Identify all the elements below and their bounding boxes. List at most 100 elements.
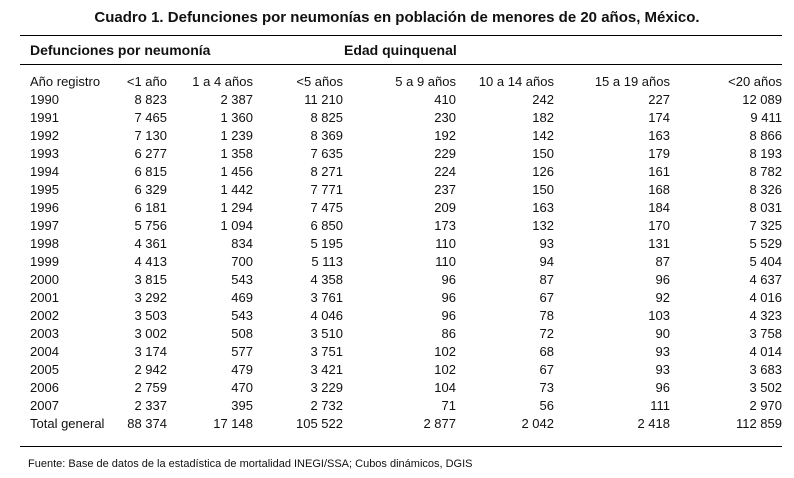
table-row: 2000 3 815 543 4 358 96 87 96 4 637: [20, 271, 782, 289]
table-cell: 6 850: [310, 218, 343, 233]
table-row: 1993 6 277 1 358 7 635 229 150 179 8 193: [20, 145, 782, 163]
table-cell: 577: [231, 344, 253, 359]
group-header-left: Defunciones por neumonía: [30, 42, 211, 58]
table-cell: 470: [231, 380, 253, 395]
table-cell: 5 529: [749, 236, 782, 251]
table-cell: 479: [231, 362, 253, 377]
table-cell: 96: [655, 272, 670, 287]
table-cell: 8 823: [134, 92, 167, 107]
table-cell: 3 758: [749, 326, 782, 341]
row-label: 1995: [30, 182, 59, 197]
table-cell: 103: [648, 308, 670, 323]
source-note: Fuente: Base de datos de la estadística …: [28, 458, 473, 470]
table-cell: 11 210: [304, 92, 343, 107]
table-cell: 78: [539, 308, 554, 323]
table-row: 2004 3 174 577 3 751 102 68 93 4 014: [20, 343, 782, 361]
table-cell: 3 421: [310, 362, 343, 377]
table-cell: 8 193: [749, 146, 782, 161]
table-row: 1990 8 823 2 387 11 210 410 242 227 12 089: [20, 91, 782, 109]
table-cell: 4 323: [749, 308, 782, 323]
top-rule: [20, 35, 782, 36]
table-cell: 543: [231, 308, 253, 323]
table-row: 1996 6 181 1 294 7 475 209 163 184 8 031: [20, 199, 782, 217]
table-cell: 173: [434, 218, 456, 233]
table-cell: 67: [539, 290, 554, 305]
table-cell: 68: [539, 344, 554, 359]
table-cell: 224: [434, 164, 456, 179]
table-cell: 2 732: [310, 398, 343, 413]
row-label: 1994: [30, 164, 59, 179]
table-cell: 4 637: [749, 272, 782, 287]
table-cell: 17 148: [213, 416, 253, 431]
table-row: 1997 5 756 1 094 6 850 173 132 170 7 325: [20, 217, 782, 235]
table-cell: 1 239: [220, 128, 253, 143]
table-cell: 88 374: [127, 416, 167, 431]
table-cell: 469: [231, 290, 253, 305]
table-cell: 110: [435, 236, 456, 251]
column-header-row: Año registro <1 año 1 a 4 años <5 años 5…: [20, 73, 782, 91]
table-cell: 6 277: [134, 146, 167, 161]
table-cell: 111: [650, 398, 670, 413]
table-cell: 96: [441, 308, 456, 323]
row-label: 2006: [30, 380, 59, 395]
table-cell: 170: [648, 218, 670, 233]
table-cell: 3 229: [310, 380, 343, 395]
col-header-5to9: 5 a 9 años: [395, 74, 456, 89]
table-cell: 8 271: [310, 164, 343, 179]
table-cell: 5 756: [134, 218, 167, 233]
table-cell: 229: [434, 146, 456, 161]
table-row: 2007 2 337 395 2 732 71 56 111 2 970: [20, 397, 782, 415]
table-cell: 2 942: [134, 362, 167, 377]
table-cell: 163: [648, 128, 670, 143]
table-cell: 4 016: [749, 290, 782, 305]
col-header-10to14: 10 a 14 años: [478, 74, 554, 89]
table-cell: 86: [441, 326, 456, 341]
table-cell: 1 456: [220, 164, 253, 179]
table-cell: 6 815: [134, 164, 167, 179]
table-cell: 6 329: [134, 182, 167, 197]
table-cell: 3 761: [310, 290, 343, 305]
table-cell: 1 294: [220, 200, 253, 215]
header-rule: [20, 64, 782, 65]
row-label: 1996: [30, 200, 59, 215]
table-row: 1991 7 465 1 360 8 825 230 182 174 9 411: [20, 109, 782, 127]
table-cell: 182: [532, 110, 554, 125]
table-cell: 4 046: [310, 308, 343, 323]
bottom-rule: [20, 446, 782, 447]
table-cell: 1 442: [220, 182, 253, 197]
table-cell: 93: [655, 344, 670, 359]
table-cell: 87: [539, 272, 554, 287]
table-cell: 395: [231, 398, 253, 413]
table-cell: 73: [539, 380, 554, 395]
table-cell: 227: [648, 92, 670, 107]
table-cell: 93: [539, 236, 554, 251]
table-cell: 5 404: [749, 254, 782, 269]
table-cell: 3 002: [134, 326, 167, 341]
table-cell: 7 130: [134, 128, 167, 143]
col-header-year: Año registro: [30, 74, 101, 89]
table-cell: 2 418: [637, 416, 670, 431]
table-cell: 179: [648, 146, 670, 161]
table-cell: 6 181: [134, 200, 167, 215]
row-label: 1998: [30, 236, 59, 251]
table-cell: 230: [434, 110, 456, 125]
table-row: 1999 4 413 700 5 113 110 94 87 5 404: [20, 253, 782, 271]
table-cell: 132: [532, 218, 554, 233]
table-cell: 7 475: [310, 200, 343, 215]
table-cell: 4 358: [310, 272, 343, 287]
table-cell: 2 337: [134, 398, 167, 413]
table-cell: 7 771: [310, 182, 343, 197]
table-cell: 2 877: [423, 416, 456, 431]
row-label: 2003: [30, 326, 59, 341]
table-row: 2005 2 942 479 3 421 102 67 93 3 683: [20, 361, 782, 379]
row-label: 1993: [30, 146, 59, 161]
table-cell: 543: [231, 272, 253, 287]
table-cell: 2 042: [521, 416, 554, 431]
row-label: 2000: [30, 272, 59, 287]
table-cell: 4 014: [749, 344, 782, 359]
table-cell: 242: [532, 92, 554, 107]
table-cell: 102: [434, 344, 456, 359]
table-cell: 2 970: [749, 398, 782, 413]
table-cell: 1 358: [220, 146, 253, 161]
table-cell: 161: [648, 164, 670, 179]
